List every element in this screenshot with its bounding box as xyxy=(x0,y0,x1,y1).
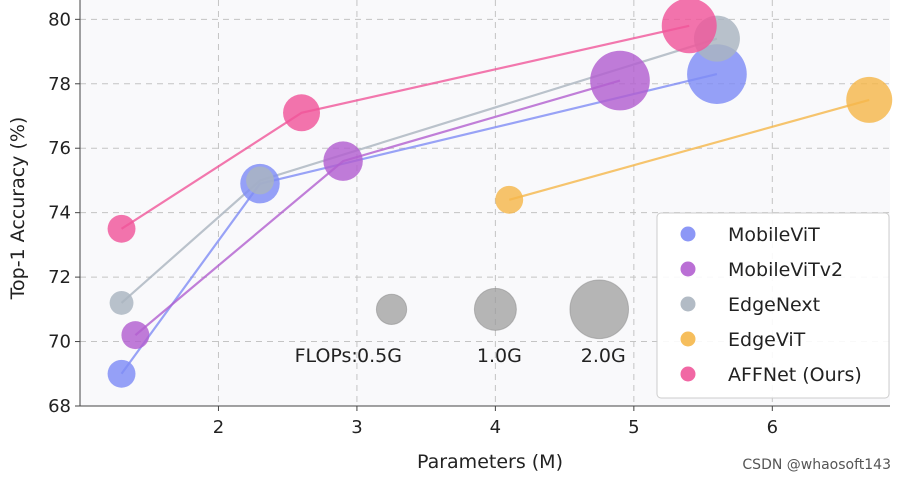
flops-scale-label: FLOPs: xyxy=(295,345,358,367)
legend-label: AFFNet (Ours) xyxy=(728,364,862,386)
legend-label: MobileViT xyxy=(728,224,820,246)
y-tick-label: 80 xyxy=(48,9,71,30)
flops-scale-marker xyxy=(569,279,630,340)
x-tick-label: 2 xyxy=(213,417,224,438)
y-axis-label: Top-1 Accuracy (%) xyxy=(7,117,29,301)
data-point-mobilevitv2 xyxy=(121,321,150,350)
data-point-mobilevitv2 xyxy=(323,141,363,181)
flops-scale-marker xyxy=(473,287,517,331)
y-ticks: 68 70 72 74 76 78 80 xyxy=(48,9,80,417)
axes xyxy=(79,0,890,407)
data-point-mobilevit xyxy=(687,44,747,104)
series-points xyxy=(107,0,893,388)
flops-scale: FLOPs: 0.5G 1.0G 2.0G xyxy=(295,279,630,367)
y-tick-label: 72 xyxy=(48,267,71,288)
y-tick-label: 68 xyxy=(48,396,71,417)
y-tick-label: 76 xyxy=(48,138,71,159)
y-tick-label: 74 xyxy=(48,203,71,224)
legend-label: MobileViTv2 xyxy=(728,259,843,281)
x-tick-label: 3 xyxy=(351,417,362,438)
data-point-mobilevitv2 xyxy=(590,50,650,111)
watermark: CSDN @whaosoft143 xyxy=(742,457,891,473)
y-tick-label: 78 xyxy=(48,74,71,95)
data-point-affnet-ours xyxy=(107,214,136,243)
flops-scale-value: 0.5G xyxy=(357,345,402,367)
legend-box xyxy=(656,212,890,399)
data-point-affnet-ours xyxy=(661,0,717,54)
legend: MobileViT MobileViTv2 EdgeNext EdgeViT AFFNe… xyxy=(656,212,890,399)
data-point-edgenext xyxy=(109,290,134,315)
legend-marker xyxy=(680,226,696,242)
flops-scale-value: 1.0G xyxy=(477,345,522,367)
legend-label: EdgeNext xyxy=(728,294,820,316)
series-line-edgevit xyxy=(508,98,870,201)
flops-scale-value: 2.0G xyxy=(581,345,626,367)
x-tick-label: 6 xyxy=(767,417,778,438)
x-tick-label: 5 xyxy=(628,417,639,438)
legend-marker xyxy=(680,331,696,347)
data-point-mobilevit xyxy=(107,359,136,388)
legend-marker xyxy=(680,261,696,277)
legend-marker xyxy=(680,296,696,312)
y-tick-label: 70 xyxy=(48,332,71,353)
x-axis-label: Parameters (M) xyxy=(417,451,563,473)
legend-marker xyxy=(680,366,696,382)
data-point-edgenext xyxy=(246,166,274,195)
legend-label: EdgeViT xyxy=(728,329,806,351)
data-point-affnet-ours xyxy=(283,94,321,132)
data-point-edgevit xyxy=(495,185,524,214)
flops-scale-marker xyxy=(375,293,408,325)
x-ticks: 2 3 4 5 6 xyxy=(213,406,778,438)
data-point-edgevit xyxy=(846,76,893,123)
x-tick-label: 4 xyxy=(490,417,501,438)
